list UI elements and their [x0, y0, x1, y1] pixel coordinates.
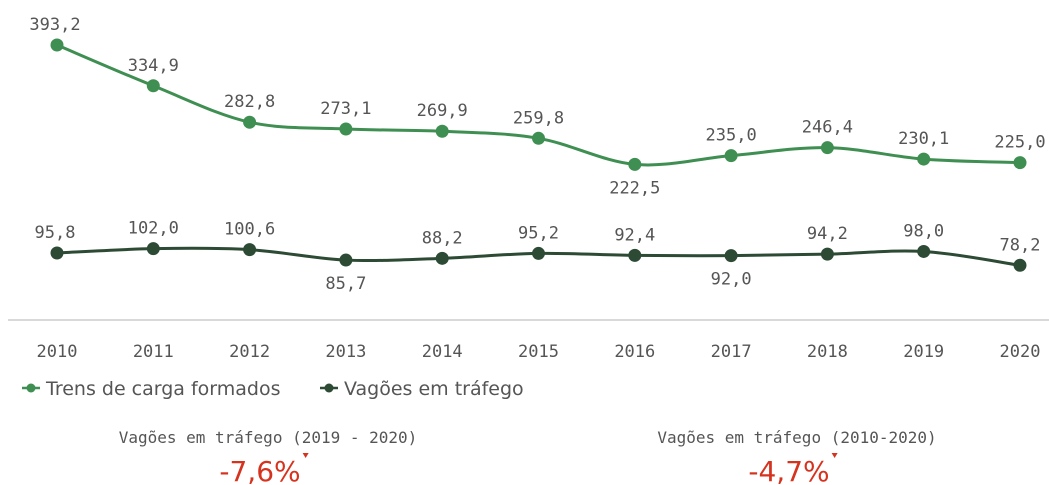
data-label: 269,9 [417, 101, 468, 121]
kpi-trend-icon [831, 453, 838, 458]
data-point [532, 246, 545, 260]
data-label: 222,5 [609, 178, 660, 198]
x-tick-label: 2010 [37, 342, 78, 362]
data-point [339, 122, 353, 136]
data-label: 102,0 [128, 219, 179, 239]
data-label: 100,6 [224, 220, 275, 240]
data-point [146, 79, 160, 93]
data-label: 225,0 [994, 133, 1045, 153]
data-label: 92,4 [614, 225, 655, 245]
x-tick-label: 2015 [518, 342, 559, 362]
data-point [50, 38, 64, 52]
x-tick-label: 2020 [1000, 342, 1041, 362]
legend-label: Trens de carga formados [45, 378, 281, 400]
legend-swatch-dot [324, 383, 334, 393]
data-point [917, 152, 931, 166]
data-label: 95,2 [518, 223, 559, 243]
data-label: 88,2 [422, 228, 463, 248]
data-point [1013, 156, 1027, 170]
data-point [243, 115, 257, 129]
data-label: 230,1 [898, 129, 949, 149]
data-point [628, 157, 642, 171]
x-tick-label: 2011 [133, 342, 174, 362]
kpi-label: Vagões em tráfego (2019 - 2020) [119, 428, 418, 447]
data-label: 246,4 [802, 118, 853, 138]
legend-label: Vagões em tráfego [344, 378, 524, 400]
kpi-value: -4,7% [748, 455, 829, 485]
kpi-trend-icon [302, 453, 309, 458]
data-point [628, 248, 642, 262]
data-label: 94,2 [807, 224, 848, 244]
x-tick-label: 2012 [229, 342, 270, 362]
data-label: 92,0 [711, 270, 752, 290]
x-tick-label: 2019 [903, 342, 944, 362]
data-point [339, 253, 353, 267]
data-point [820, 247, 834, 261]
data-point [917, 244, 931, 258]
data-point [435, 251, 449, 265]
x-tick-label: 2018 [807, 342, 848, 362]
data-point [1013, 258, 1027, 272]
kpi-value: -7,6% [219, 455, 300, 485]
data-label: 95,8 [35, 223, 76, 243]
data-point [724, 249, 738, 263]
x-tick-label: 2014 [422, 342, 463, 362]
data-point [243, 243, 257, 257]
data-label: 85,7 [325, 274, 366, 294]
kpi-label: Vagões em tráfego (2010-2020) [657, 428, 936, 447]
data-point [820, 141, 834, 155]
data-label: 235,0 [706, 126, 757, 146]
data-point [724, 149, 738, 163]
data-label: 282,8 [224, 92, 275, 112]
x-tick-label: 2016 [614, 342, 655, 362]
data-label: 78,2 [1000, 235, 1041, 255]
series-line [56, 43, 1021, 167]
data-label: 393,2 [29, 15, 80, 35]
data-point [532, 131, 545, 145]
data-point [50, 246, 64, 260]
data-label: 334,9 [128, 56, 179, 76]
x-tick-label: 2017 [711, 342, 752, 362]
legend-swatch-dot [26, 383, 36, 393]
data-label: 98,0 [903, 221, 944, 241]
data-label: 273,1 [320, 99, 371, 119]
x-tick-label: 2013 [325, 342, 366, 362]
data-point [435, 124, 449, 138]
data-label: 259,8 [513, 108, 564, 128]
data-point [146, 242, 160, 256]
